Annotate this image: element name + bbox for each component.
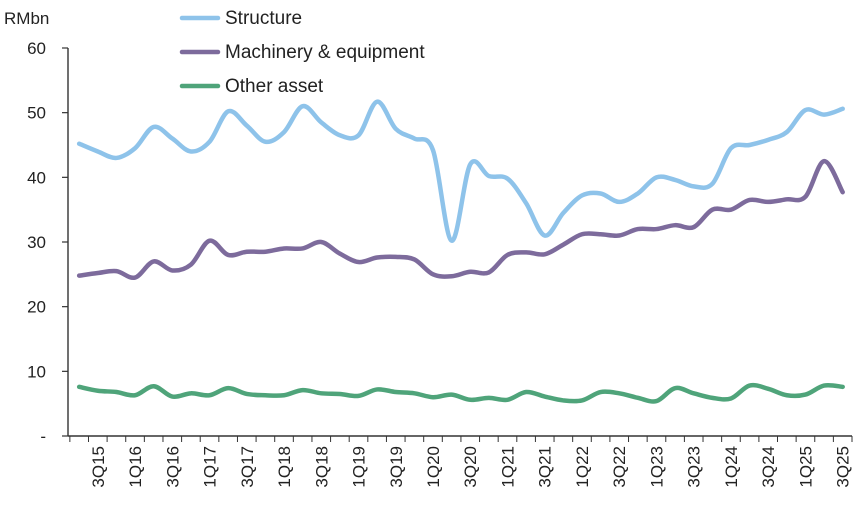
x-tick-label: 1Q23 (647, 446, 666, 488)
legend-label-machinery-equipment: Machinery & equipment (225, 42, 425, 63)
x-tick-label: 1Q24 (722, 446, 741, 488)
series-lines (76, 99, 845, 404)
x-tick-label: 3Q23 (685, 446, 704, 488)
x-tick-label: 3Q16 (163, 446, 182, 488)
x-tick-label: 3Q24 (759, 446, 778, 488)
x-tick-label: 1Q25 (796, 446, 815, 488)
series-line-machinery-equipment (76, 158, 845, 281)
x-tick-label: 1Q16 (126, 446, 145, 488)
x-tick-label: 3Q20 (461, 446, 480, 488)
series-line-other-asset (76, 382, 845, 404)
y-tick-label: 40 (27, 168, 46, 187)
series-line-structure (76, 99, 845, 243)
y-axis-title: RMbn (4, 9, 49, 28)
y-tick-label: - (40, 427, 46, 446)
y-tick-label: 30 (27, 233, 46, 252)
y-tick-label: 60 (27, 39, 46, 58)
legend-label-other-asset: Other asset (225, 76, 324, 97)
x-tick-label: 1Q20 (424, 446, 443, 488)
x-tick-label: 1Q22 (573, 446, 592, 488)
x-tick-label: 3Q25 (834, 446, 853, 488)
legend: Structure Machinery & equipment Other asse… (179, 8, 425, 97)
x-tick-label: 3Q21 (536, 446, 555, 488)
y-tick-label: 10 (27, 362, 46, 381)
x-tick-label: 1Q21 (498, 446, 517, 488)
y-axis: - 10 20 30 40 50 60 (27, 39, 69, 446)
x-axis: 3Q15 1Q16 3Q16 1Q17 3Q17 1Q18 3Q18 1Q19 3Q19 1Q20… (68, 435, 853, 488)
x-tick-label: 3Q15 (89, 446, 108, 488)
y-tick-label: 50 (27, 104, 46, 123)
y-tick-label: 20 (27, 298, 46, 317)
x-tick-label: 1Q18 (275, 446, 294, 488)
x-tick-label: 3Q19 (387, 446, 406, 488)
x-tick-label: 3Q18 (312, 446, 331, 488)
legend-label-structure: Structure (225, 8, 302, 29)
x-tick-label: 1Q17 (201, 446, 220, 488)
x-tick-label: 3Q17 (238, 446, 257, 488)
x-tick-label: 3Q22 (610, 446, 629, 488)
x-tick-label: 1Q19 (350, 446, 369, 488)
